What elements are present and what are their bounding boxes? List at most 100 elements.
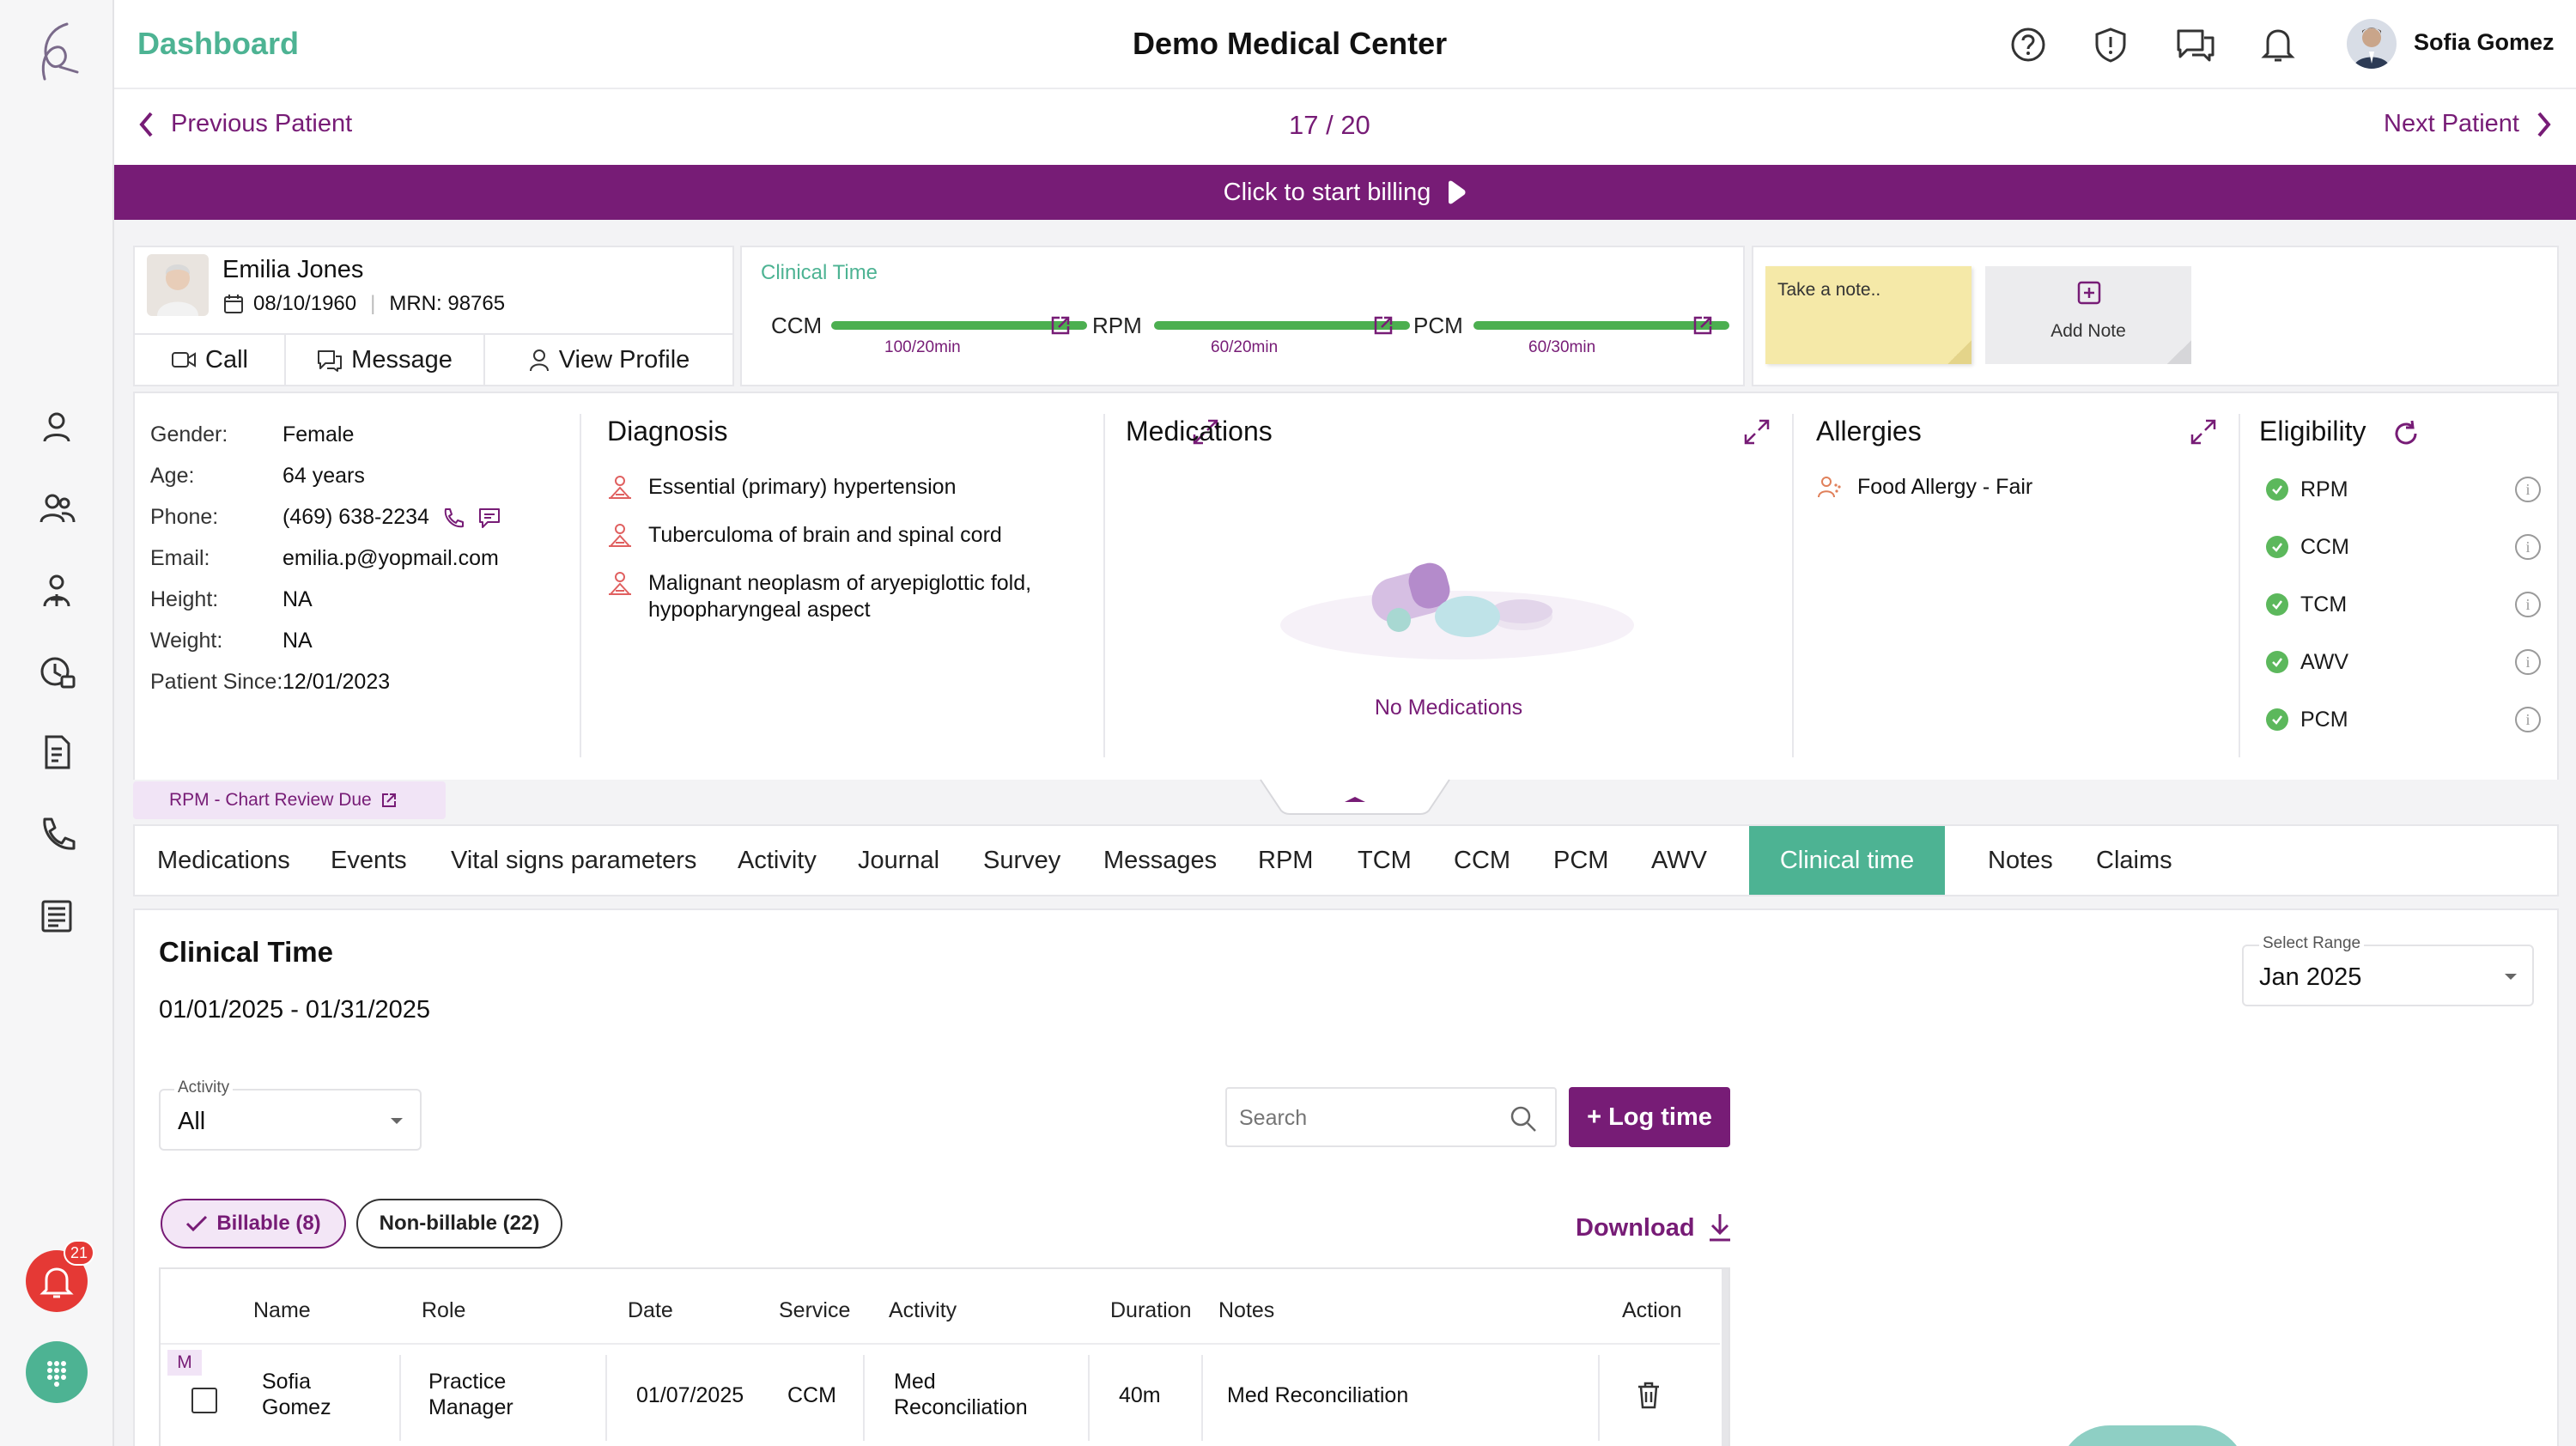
eligibility-program: AWV bbox=[2300, 649, 2349, 674]
tab-claims[interactable]: Claims bbox=[2096, 847, 2172, 874]
user-avatar[interactable] bbox=[2347, 19, 2397, 69]
allergies-expand-icon[interactable] bbox=[2189, 417, 2218, 447]
rpm-time-value: 60/20min bbox=[1211, 338, 1279, 356]
info-icon[interactable]: i bbox=[2515, 707, 2541, 732]
patient-navigation: Previous Patient 17 / 20 Next Patient bbox=[114, 89, 2576, 165]
medications-title: Medications bbox=[1126, 416, 1273, 447]
check-circle-icon bbox=[2266, 478, 2288, 501]
height-label: Height: bbox=[150, 587, 219, 611]
add-note-label: Add Note bbox=[2050, 321, 2126, 341]
medications-expand-icon[interactable] bbox=[1742, 417, 1771, 447]
patient-since-value: 12/01/2023 bbox=[283, 670, 391, 694]
log-time-button[interactable]: + Log time bbox=[1569, 1087, 1730, 1147]
tab-tcm[interactable]: TCM bbox=[1358, 847, 1412, 874]
info-icon[interactable]: i bbox=[2515, 592, 2541, 617]
tab-awv[interactable]: AWV bbox=[1651, 847, 1707, 874]
info-icon[interactable]: i bbox=[2515, 477, 2541, 502]
tab-journal[interactable]: Journal bbox=[858, 847, 940, 874]
phone-call-icon[interactable] bbox=[441, 506, 465, 530]
pcm-progress-track bbox=[1473, 321, 1729, 330]
non-billable-filter-chip[interactable]: Non-billable (22) bbox=[356, 1199, 562, 1249]
pcm-open-external-icon[interactable] bbox=[1692, 314, 1714, 337]
apps-grid-button[interactable] bbox=[26, 1341, 88, 1403]
view-profile-button[interactable]: View Profile bbox=[485, 335, 732, 385]
diagnosis-text-line: hypopharyngeal aspect bbox=[648, 598, 871, 622]
notifications-bell-icon[interactable] bbox=[2259, 24, 2297, 65]
care-team-icon[interactable] bbox=[36, 570, 77, 611]
search-input[interactable] bbox=[1239, 1101, 1497, 1135]
column-header[interactable]: Activity bbox=[889, 1298, 957, 1322]
patient-info-panel: Gender: Female Age: 64 years Phone: (469… bbox=[133, 392, 2559, 780]
previous-patient-button[interactable]: Previous Patient bbox=[138, 110, 352, 138]
help-icon[interactable] bbox=[2009, 26, 2047, 64]
tab-notes[interactable]: Notes bbox=[1988, 847, 2053, 874]
ccm-open-external-icon[interactable] bbox=[1049, 314, 1072, 337]
column-header[interactable]: Service bbox=[779, 1298, 851, 1322]
app-logo[interactable] bbox=[26, 19, 88, 88]
tab-medications[interactable]: Medications bbox=[157, 847, 290, 874]
dashboard-title[interactable]: Dashboard bbox=[137, 26, 300, 61]
message-label: Message bbox=[351, 345, 453, 374]
previous-patient-label: Previous Patient bbox=[171, 110, 353, 137]
medications-section: Medications No Medications bbox=[1105, 393, 1792, 781]
billing-reports-icon[interactable] bbox=[36, 732, 77, 773]
tab-clinical-time[interactable]: Clinical time bbox=[1749, 826, 1945, 895]
note-input-sticky[interactable]: Take a note.. bbox=[1765, 266, 1971, 364]
row-checkbox[interactable] bbox=[191, 1388, 217, 1413]
tab-messages[interactable]: Messages bbox=[1103, 847, 1218, 874]
search-icon[interactable] bbox=[1509, 1104, 1538, 1133]
column-header[interactable]: Action bbox=[1622, 1298, 1682, 1322]
patient-icon[interactable] bbox=[36, 407, 77, 448]
start-billing-bar[interactable]: Click to start billing bbox=[114, 165, 2576, 220]
rpm-chart-review-badge[interactable]: RPM - Chart Review Due bbox=[133, 781, 446, 819]
security-shield-icon[interactable] bbox=[2092, 26, 2129, 64]
delete-trash-icon[interactable] bbox=[1636, 1381, 1662, 1410]
patient-name[interactable]: Emilia Jones bbox=[222, 256, 364, 283]
download-icon bbox=[1709, 1214, 1730, 1242]
next-patient-button[interactable]: Next Patient bbox=[2384, 110, 2552, 138]
activity-filter-label: Activity bbox=[174, 1078, 234, 1097]
column-header[interactable]: Duration bbox=[1110, 1298, 1192, 1322]
message-button[interactable]: Message bbox=[286, 335, 485, 385]
select-range-dropdown[interactable]: Select Range Jan 2025 bbox=[2242, 934, 2534, 1006]
rpm-open-external-icon[interactable] bbox=[1372, 314, 1394, 337]
ccm-time-value: 100/20min bbox=[884, 338, 961, 356]
phone-calls-icon[interactable] bbox=[36, 812, 77, 854]
call-button[interactable]: Call bbox=[135, 335, 286, 385]
column-header[interactable]: Notes bbox=[1218, 1298, 1275, 1322]
patient-since-label: Patient Since: bbox=[150, 670, 283, 694]
sms-icon[interactable] bbox=[477, 506, 501, 530]
tab-rpm[interactable]: RPM bbox=[1258, 847, 1314, 874]
refresh-icon[interactable] bbox=[2391, 419, 2421, 448]
patients-group-icon[interactable] bbox=[36, 488, 77, 529]
activity-filter-dropdown[interactable]: Activity All bbox=[159, 1078, 422, 1151]
patient-photo bbox=[147, 254, 209, 316]
download-button[interactable]: Download bbox=[1576, 1212, 1733, 1243]
collapse-panel-handle[interactable] bbox=[1259, 778, 1451, 816]
user-name[interactable]: Sofia Gomez bbox=[2414, 29, 2555, 55]
column-header[interactable]: Name bbox=[253, 1298, 311, 1322]
tab-ccm[interactable]: CCM bbox=[1454, 847, 1511, 874]
billable-filter-chip[interactable]: Billable (8) bbox=[161, 1199, 346, 1249]
alerts-button[interactable]: 21 bbox=[26, 1240, 94, 1312]
tab-pcm[interactable]: PCM bbox=[1553, 847, 1609, 874]
diagnosis-expand-icon[interactable] bbox=[1191, 417, 1220, 447]
table-scrollbar[interactable] bbox=[1722, 1269, 1728, 1446]
info-icon[interactable]: i bbox=[2515, 534, 2541, 560]
search-box[interactable] bbox=[1225, 1087, 1557, 1147]
diagnosis-person-icon bbox=[609, 572, 631, 595]
schedule-icon[interactable] bbox=[36, 651, 77, 692]
tab-activity[interactable]: Activity bbox=[738, 847, 817, 874]
column-header[interactable]: Date bbox=[628, 1298, 673, 1322]
patient-mrn: MRN: 98765 bbox=[389, 292, 506, 315]
column-header[interactable]: Role bbox=[422, 1298, 466, 1322]
chat-icon[interactable] bbox=[2175, 26, 2216, 64]
tab-vital-signs[interactable]: Vital signs parameters bbox=[451, 847, 697, 874]
info-icon[interactable]: i bbox=[2515, 649, 2541, 675]
tab-events[interactable]: Events bbox=[331, 847, 407, 874]
add-note-button[interactable]: Add Note bbox=[1985, 266, 2191, 364]
newspaper-icon[interactable] bbox=[36, 895, 77, 936]
ccm-progress-track bbox=[831, 321, 1087, 330]
patient-dob-row: 08/10/1960 | MRN: 98765 bbox=[222, 292, 505, 316]
tab-survey[interactable]: Survey bbox=[983, 847, 1061, 874]
